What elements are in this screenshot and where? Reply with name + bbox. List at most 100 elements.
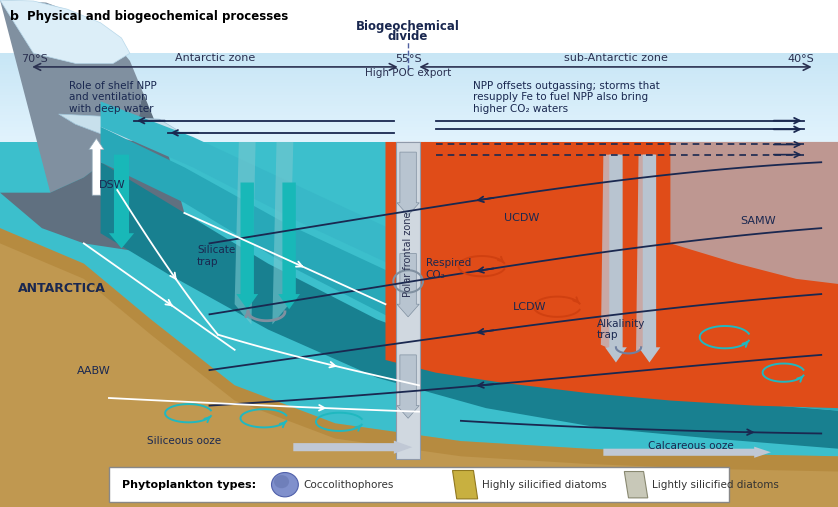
FancyArrow shape xyxy=(293,441,412,454)
Bar xyxy=(0,127,838,130)
Polygon shape xyxy=(447,142,453,365)
Polygon shape xyxy=(385,142,838,408)
Bar xyxy=(0,79,838,83)
Text: Respired
CO₂: Respired CO₂ xyxy=(426,258,471,279)
Bar xyxy=(0,109,838,113)
Bar xyxy=(0,142,838,464)
Text: Antarctic zone: Antarctic zone xyxy=(175,53,256,63)
FancyArrow shape xyxy=(397,254,419,317)
Text: High POC export: High POC export xyxy=(365,67,451,78)
Text: Coccolithophores: Coccolithophores xyxy=(303,480,394,490)
Bar xyxy=(0,97,838,100)
Text: Phytoplankton types:: Phytoplankton types: xyxy=(122,480,256,490)
Bar xyxy=(0,130,838,133)
Text: UCDW: UCDW xyxy=(504,213,539,223)
Text: 70°S: 70°S xyxy=(21,54,48,64)
Text: b: b xyxy=(10,10,19,23)
Polygon shape xyxy=(453,470,478,499)
Bar xyxy=(0,112,838,116)
Polygon shape xyxy=(408,142,415,365)
FancyArrow shape xyxy=(605,155,627,363)
Polygon shape xyxy=(235,142,256,324)
FancyArrow shape xyxy=(109,155,134,248)
Polygon shape xyxy=(402,142,409,365)
Polygon shape xyxy=(624,472,648,498)
Polygon shape xyxy=(391,142,398,365)
Text: 55°S: 55°S xyxy=(395,54,422,64)
Text: Alkalinity
trap: Alkalinity trap xyxy=(597,319,645,340)
Bar xyxy=(0,94,838,97)
Ellipse shape xyxy=(274,475,289,488)
Text: Silicate
trap: Silicate trap xyxy=(197,245,235,267)
Polygon shape xyxy=(413,142,420,365)
Text: NPP offsets outgassing; storms that
resupply Fe to fuel NPP also bring
higher CO: NPP offsets outgassing; storms that resu… xyxy=(473,81,660,114)
FancyArrow shape xyxy=(397,355,419,418)
Text: SAMW: SAMW xyxy=(741,215,776,226)
Text: Polar frontal zone: Polar frontal zone xyxy=(403,212,413,297)
Polygon shape xyxy=(0,0,142,193)
Bar xyxy=(0,85,838,89)
FancyArrow shape xyxy=(278,183,300,309)
Bar xyxy=(0,100,838,103)
Bar xyxy=(396,142,420,459)
Text: DSW: DSW xyxy=(99,180,126,190)
Text: Role of shelf NPP
and ventilation
with deep water: Role of shelf NPP and ventilation with d… xyxy=(69,81,157,114)
Polygon shape xyxy=(0,91,184,254)
FancyArrow shape xyxy=(603,447,771,458)
Text: Siliceous ooze: Siliceous ooze xyxy=(147,436,221,446)
Polygon shape xyxy=(0,0,130,63)
Bar xyxy=(0,82,838,86)
Bar xyxy=(0,124,838,127)
Bar xyxy=(0,64,838,68)
Text: Highly silicified diatoms: Highly silicified diatoms xyxy=(482,480,607,490)
Text: Physical and biogeochemical processes: Physical and biogeochemical processes xyxy=(27,10,288,23)
FancyArrow shape xyxy=(639,155,660,363)
Bar xyxy=(0,115,838,118)
Bar xyxy=(0,0,838,53)
FancyArrow shape xyxy=(89,138,104,195)
Bar xyxy=(0,135,838,139)
Polygon shape xyxy=(442,142,448,365)
Bar xyxy=(0,91,838,95)
Bar xyxy=(0,59,838,62)
Text: Calcareous ooze: Calcareous ooze xyxy=(649,441,734,451)
Bar xyxy=(0,74,838,77)
Bar xyxy=(0,61,838,65)
Bar xyxy=(0,77,838,80)
Text: Biogeochemical: Biogeochemical xyxy=(356,20,460,33)
Ellipse shape xyxy=(272,473,298,497)
Bar xyxy=(0,118,838,121)
Text: ANTARCTICA: ANTARCTICA xyxy=(18,282,106,296)
Bar xyxy=(0,67,838,71)
Polygon shape xyxy=(59,114,176,142)
Bar xyxy=(0,133,838,136)
FancyArrow shape xyxy=(397,152,419,215)
Polygon shape xyxy=(436,142,442,365)
Polygon shape xyxy=(636,155,655,352)
FancyArrow shape xyxy=(236,183,258,309)
Polygon shape xyxy=(601,155,620,352)
Polygon shape xyxy=(272,142,293,324)
Polygon shape xyxy=(0,228,838,472)
Bar xyxy=(0,106,838,110)
Bar xyxy=(0,121,838,124)
Polygon shape xyxy=(101,162,838,449)
FancyBboxPatch shape xyxy=(109,467,729,502)
Text: divide: divide xyxy=(388,30,428,43)
Polygon shape xyxy=(0,228,838,507)
Polygon shape xyxy=(670,142,838,284)
Bar xyxy=(0,53,838,56)
Text: LCDW: LCDW xyxy=(513,302,546,312)
Bar xyxy=(0,88,838,92)
Polygon shape xyxy=(101,101,838,375)
Polygon shape xyxy=(101,127,838,411)
Bar xyxy=(0,103,838,106)
Polygon shape xyxy=(419,142,426,365)
Bar xyxy=(0,56,838,59)
Text: sub-Antarctic zone: sub-Antarctic zone xyxy=(564,53,668,63)
Text: Lightly silicified diatoms: Lightly silicified diatoms xyxy=(652,480,779,490)
Polygon shape xyxy=(430,142,437,365)
Bar xyxy=(0,138,838,142)
Text: 40°S: 40°S xyxy=(788,54,815,64)
Polygon shape xyxy=(396,142,403,365)
